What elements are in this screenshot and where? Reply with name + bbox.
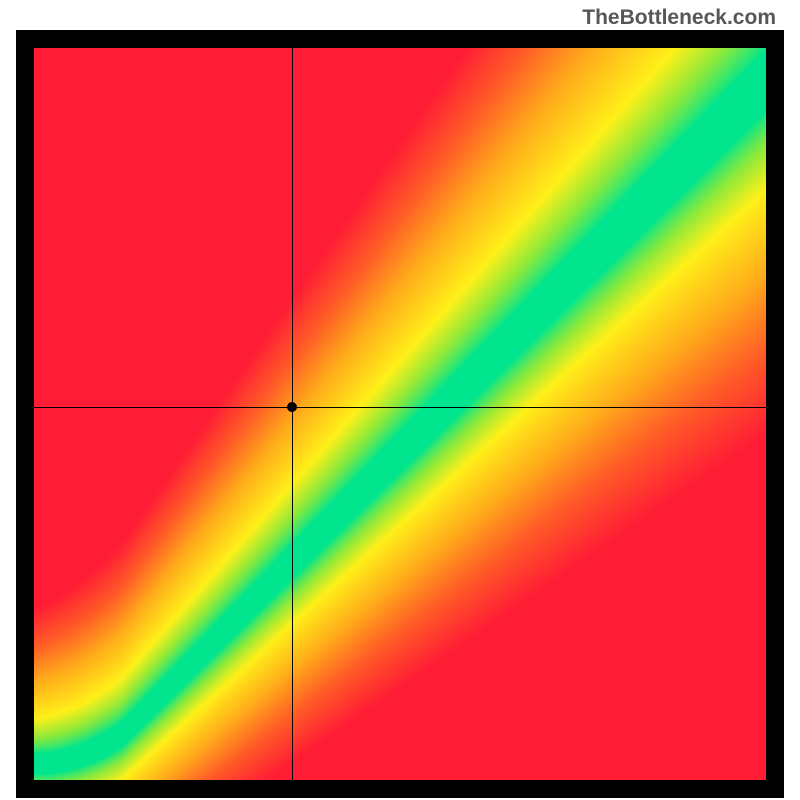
crosshair-horizontal — [34, 407, 766, 408]
heatmap-canvas — [34, 48, 766, 780]
crosshair-vertical — [292, 48, 293, 780]
plot-area — [34, 48, 766, 780]
chart-outer-frame — [16, 30, 784, 798]
site-attribution: TheBottleneck.com — [582, 6, 776, 30]
chart-container: TheBottleneck.com — [0, 0, 800, 800]
marker-dot — [287, 402, 297, 412]
